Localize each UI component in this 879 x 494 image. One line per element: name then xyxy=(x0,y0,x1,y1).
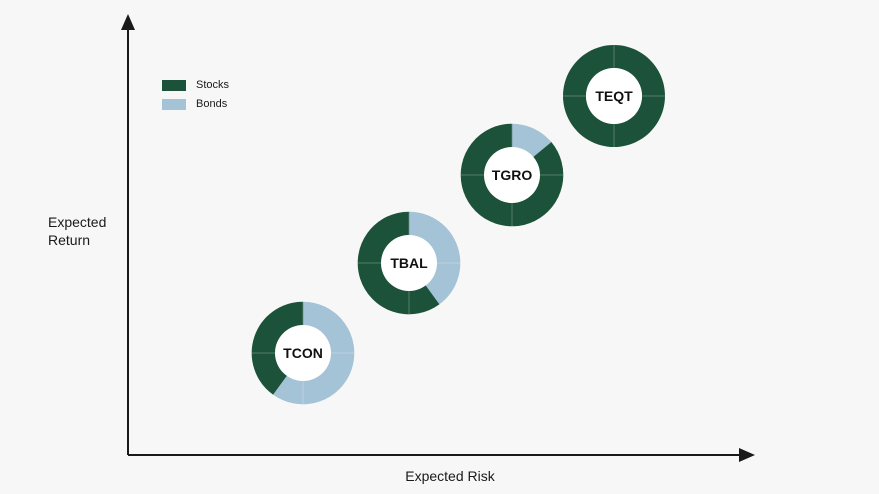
donut-tbal: TBAL xyxy=(357,211,461,315)
stocks-slice xyxy=(562,45,665,147)
legend-label-bonds: Bonds xyxy=(196,98,228,111)
donut-tcon: TCON xyxy=(251,301,355,405)
fund-label: TCON xyxy=(283,345,323,361)
donut-hole xyxy=(381,235,437,291)
donut-hole xyxy=(586,68,642,124)
legend-item-stocks: Stocks xyxy=(162,79,229,93)
y-axis-label: Expected Return xyxy=(48,214,107,248)
donut-teqt: TEQT xyxy=(562,44,666,148)
legend-swatch-bonds xyxy=(162,98,186,110)
legend-item-bonds: Bonds xyxy=(162,98,227,112)
donut-markers: TCON TBAL TGRO TEQT xyxy=(251,44,666,405)
x-axis xyxy=(128,448,755,462)
donut-tgro: TGRO xyxy=(460,123,564,227)
legend-label-stocks: Stocks xyxy=(196,79,230,92)
fund-label: TGRO xyxy=(492,167,533,183)
donut-hole xyxy=(275,325,331,381)
fund-label: TEQT xyxy=(595,88,633,104)
y-axis xyxy=(121,14,135,455)
y-axis-arrow-icon xyxy=(121,14,135,30)
x-axis-label: Expected Risk xyxy=(405,468,495,484)
legend-swatch-stocks xyxy=(162,79,186,91)
fund-label: TBAL xyxy=(390,255,428,271)
donut-hole xyxy=(484,147,540,203)
x-axis-arrow-icon xyxy=(739,448,755,462)
